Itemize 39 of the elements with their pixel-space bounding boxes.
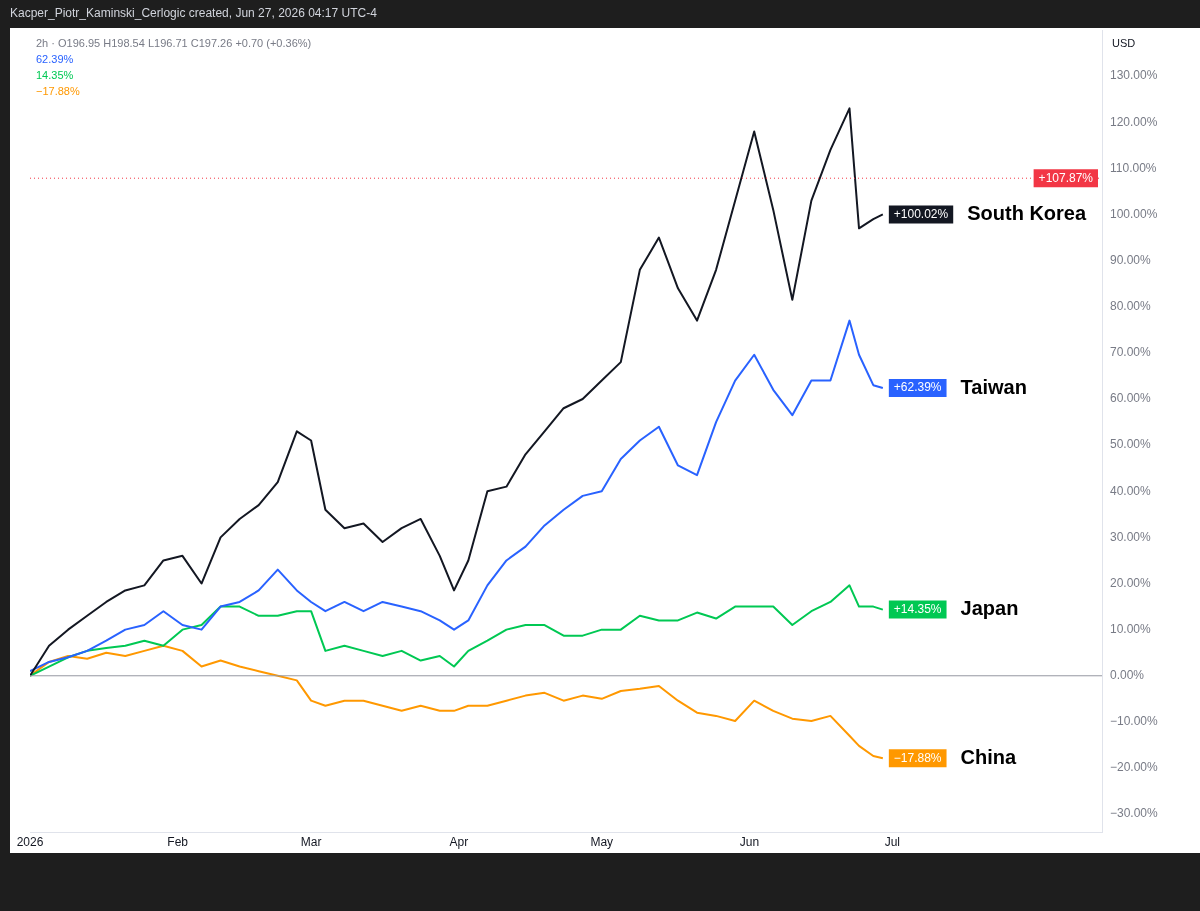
y-tick-label: 30.00% [1110,529,1152,544]
y-tick-label: 10.00% [1110,621,1152,636]
y-tick-label: −20.00% [1110,760,1159,775]
y-tick-label: 130.00% [1110,68,1158,83]
y-tick-label: 110.00% [1110,160,1157,175]
x-tick-label: Feb [167,835,189,850]
y-tick-label: 90.00% [1110,252,1152,267]
x-tick-label: Jun [739,835,760,850]
y-tick-label: −10.00% [1110,714,1159,729]
annotation: 2h · O196.95 H198.54 L196.71 C197.26 +0.70 (+0.36%) [36,37,312,50]
legend-label: China [960,745,1017,768]
annotation: −17.88% [36,85,80,98]
data-label: +14.35% [893,601,942,616]
y-tick-label: 20.00% [1110,575,1152,590]
y-tick-label: 100.00% [1110,206,1158,221]
y-tick-label: 40.00% [1110,483,1152,498]
y-tick-label: 60.00% [1110,391,1152,406]
text: USD [1112,37,1136,50]
y-tick-label: 80.00% [1110,299,1152,314]
annotation: 62.39% [36,53,74,66]
x-tick-label: Mar [300,835,322,850]
legend-label: Taiwan [960,375,1027,398]
chart-title: Kacper_Piotr_Kaminski_Cerlogic created, Jun 27, 2026 04:17 UTC-4 [10,6,378,21]
x-tick-label: Apr [449,835,469,850]
data-label: +62.39% [893,380,942,395]
y-tick-label: 70.00% [1110,345,1152,360]
y-tick-label: 0.00% [1110,668,1145,683]
ref-line-label: +107.87% [1038,170,1094,185]
x-tick-label: Jul [884,835,901,850]
data-label: +100.02% [893,206,949,221]
legend-label: South Korea [967,201,1087,224]
x-tick-label: 2026 [16,835,44,850]
data-label: −17.88% [893,750,942,765]
annotation: 14.35% [36,69,74,82]
legend-label: Japan [960,597,1019,620]
y-tick-label: −30.00% [1110,806,1159,821]
y-tick-label: 50.00% [1110,437,1152,452]
x-tick-label: May [590,835,614,850]
y-tick-label: 120.00% [1110,114,1158,129]
